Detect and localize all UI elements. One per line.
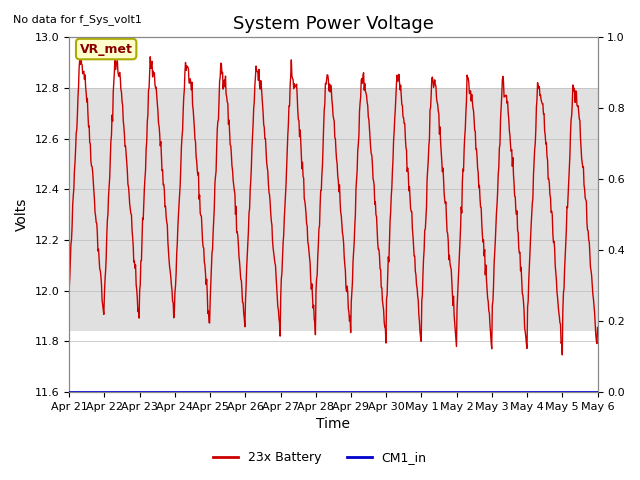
Y-axis label: Volts: Volts <box>15 198 29 231</box>
Title: System Power Voltage: System Power Voltage <box>233 15 434 33</box>
Text: No data for f_Sys_volt1: No data for f_Sys_volt1 <box>13 14 141 25</box>
Bar <box>69 88 598 331</box>
Text: VR_met: VR_met <box>80 43 132 56</box>
X-axis label: Time: Time <box>316 418 350 432</box>
Legend: 23x Battery, CM1_in: 23x Battery, CM1_in <box>208 446 432 469</box>
